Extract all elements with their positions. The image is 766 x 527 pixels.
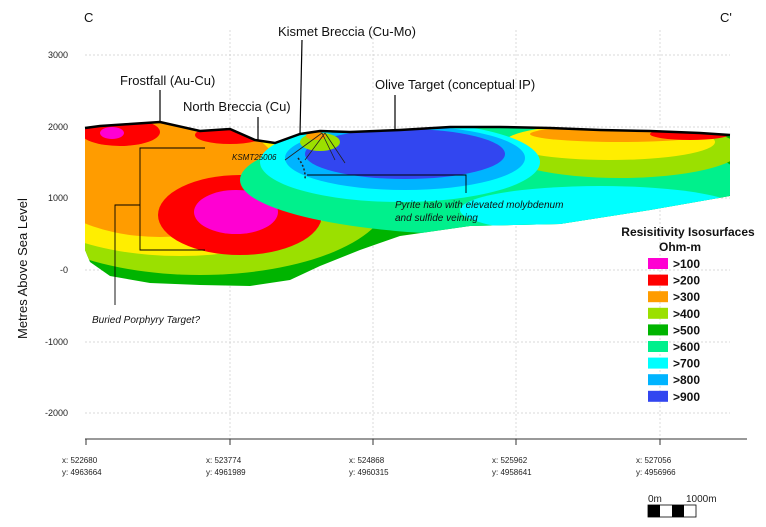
section-start-label: C: [84, 10, 93, 25]
legend-title: Resisitivity Isosurfaces: [621, 225, 755, 239]
drillhole-label: KSMT25006: [232, 153, 277, 162]
frostfall-label: Frostfall (Au-Cu): [120, 73, 215, 88]
x-tick-easting: x: 527056: [636, 456, 672, 465]
x-tick-northing: y: 4960315: [349, 468, 389, 477]
legend-label: >300: [673, 290, 700, 304]
resistivity-model: [85, 122, 730, 286]
scale-end: 1000m: [686, 494, 717, 505]
pyrite-label-line1: Pyrite halo with elevated molybdenum: [395, 200, 563, 211]
legend-swatch: [648, 374, 668, 386]
y-tick: 3000: [48, 50, 68, 60]
x-tick-easting: x: 522680: [62, 456, 98, 465]
legend-label: >800: [673, 373, 700, 387]
legend-swatch: [648, 341, 668, 352]
porphyry-label: Buried Porphyry Target?: [92, 315, 200, 326]
x-axis-labels: x: 522680 y: 4963664 x: 523774 y: 496198…: [62, 456, 676, 477]
x-tick-northing: y: 4963664: [62, 468, 102, 477]
pyrite-label-line2: and sulfide veining: [395, 213, 478, 224]
legend-label: >500: [673, 323, 700, 337]
legend-swatch: [648, 274, 668, 286]
legend-swatch: [648, 291, 668, 303]
legend-swatch: [648, 390, 668, 402]
x-axis: [85, 438, 747, 445]
legend-label: >400: [673, 307, 700, 321]
legend-swatch: [648, 324, 668, 336]
legend-swatch: [648, 357, 668, 369]
olive-target-label: Olive Target (conceptual IP): [375, 77, 535, 92]
scale-bar: 0m 1000m: [647, 494, 717, 518]
x-tick-easting: x: 525962: [492, 456, 528, 465]
y-tick: 1000: [48, 193, 68, 203]
x-tick-northing: y: 4958641: [492, 468, 532, 477]
y-tick: -1000: [45, 337, 68, 347]
legend-swatch: [648, 307, 668, 319]
legend-unit: Ohm-m: [659, 240, 701, 254]
legend-label: >200: [673, 274, 700, 288]
y-tick: 2000: [48, 122, 68, 132]
x-tick-northing: y: 4956966: [636, 468, 676, 477]
north-breccia-label: North Breccia (Cu): [183, 99, 291, 114]
x-tick-northing: y: 4961989: [206, 468, 246, 477]
legend-label: >900: [673, 390, 700, 404]
x-tick-easting: x: 524868: [349, 456, 385, 465]
x-tick-easting: x: 523774: [206, 456, 242, 465]
y-axis-ticks: 3000 2000 1000 -0 -1000 -2000: [45, 50, 68, 418]
drillhole-traces: [284, 132, 346, 181]
y-tick: -0: [60, 265, 68, 275]
legend-label: >700: [673, 357, 700, 371]
legend-label: >600: [673, 340, 700, 354]
scale-start: 0m: [648, 494, 662, 505]
legend-swatch: [648, 258, 668, 269]
y-tick: -2000: [45, 408, 68, 418]
kismet-label: Kismet Breccia (Cu-Mo): [278, 24, 416, 39]
section-end-label: C': [720, 10, 732, 25]
legend-label: >100: [673, 257, 700, 271]
legend: Resisitivity Isosurfaces Ohm-m >100 >200 >…: [621, 225, 755, 404]
y-axis-label: Metres Above Sea Level: [15, 198, 30, 339]
leader-lines: [114, 39, 467, 305]
